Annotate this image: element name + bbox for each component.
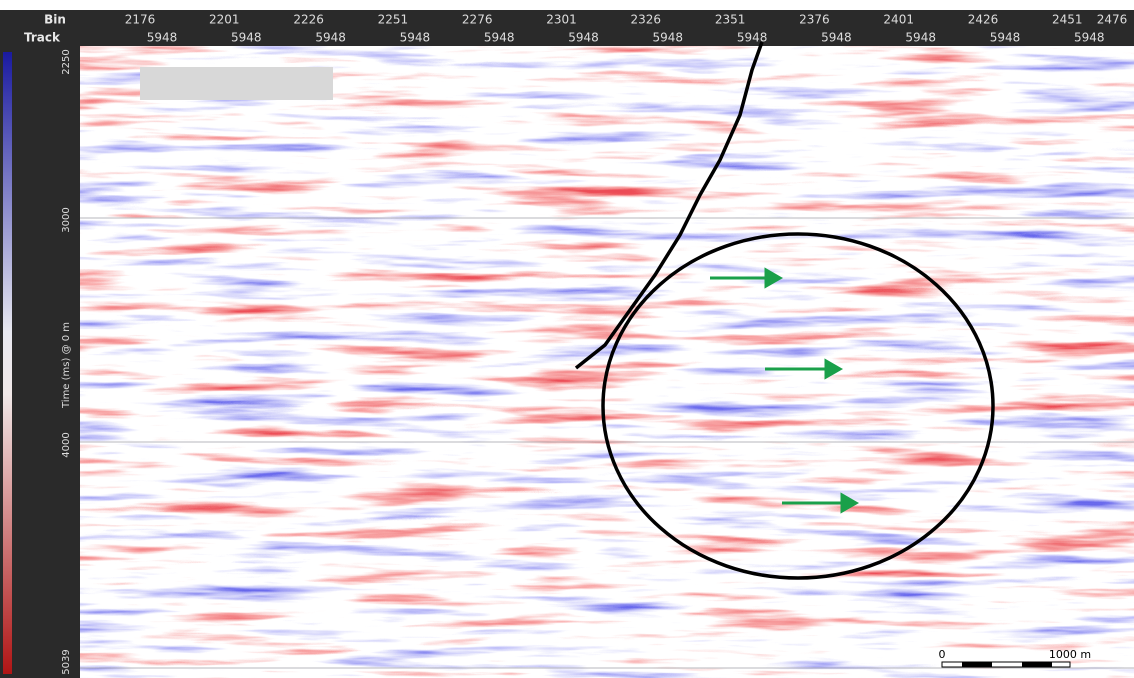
bin-label: Bin xyxy=(44,13,66,27)
y-label: 2250 xyxy=(61,49,72,74)
bin-number: 2226 xyxy=(293,13,324,27)
bin-number: 2451 xyxy=(1052,13,1083,27)
track-number: 5948 xyxy=(905,31,936,45)
bin-number: 2351 xyxy=(715,13,746,27)
scale-end: 1000 m xyxy=(1049,648,1091,661)
bin-number: 2426 xyxy=(968,13,999,27)
track-number: 5948 xyxy=(737,31,768,45)
y-label: 5039 xyxy=(61,649,72,674)
track-number: 5948 xyxy=(147,31,178,45)
track-number: 5948 xyxy=(1074,31,1105,45)
redaction-box xyxy=(140,67,333,100)
y-label: 3000 xyxy=(61,207,72,232)
y-axis-title: Time (ms) @ 0 m xyxy=(61,322,72,409)
track-number: 5948 xyxy=(400,31,431,45)
track-number: 5948 xyxy=(231,31,262,45)
track-number: 5948 xyxy=(568,31,599,45)
bin-number: 2301 xyxy=(546,13,577,27)
bin-number: 2276 xyxy=(462,13,493,27)
bin-number: 2251 xyxy=(378,13,409,27)
track-number: 5948 xyxy=(484,31,515,45)
y-label: 4000 xyxy=(61,432,72,457)
colorbar xyxy=(3,52,12,674)
bin-number: 2326 xyxy=(631,13,662,27)
seismic-view: 0 1000 m Bin Track Time (ms) @ 0 m 2176 2… xyxy=(0,0,1134,678)
scale-start: 0 xyxy=(939,648,946,661)
track-number: 5948 xyxy=(653,31,684,45)
track-number: 5948 xyxy=(315,31,346,45)
track-number: 5948 xyxy=(990,31,1021,45)
seismic-image xyxy=(80,46,1134,678)
bin-number: 2176 xyxy=(125,13,156,27)
track-number: 5948 xyxy=(821,31,852,45)
bin-number: 2476 xyxy=(1097,13,1128,27)
bin-number: 2401 xyxy=(883,13,914,27)
bin-number: 2376 xyxy=(799,13,830,27)
bin-number: 2201 xyxy=(209,13,240,27)
track-label: Track xyxy=(24,31,61,45)
